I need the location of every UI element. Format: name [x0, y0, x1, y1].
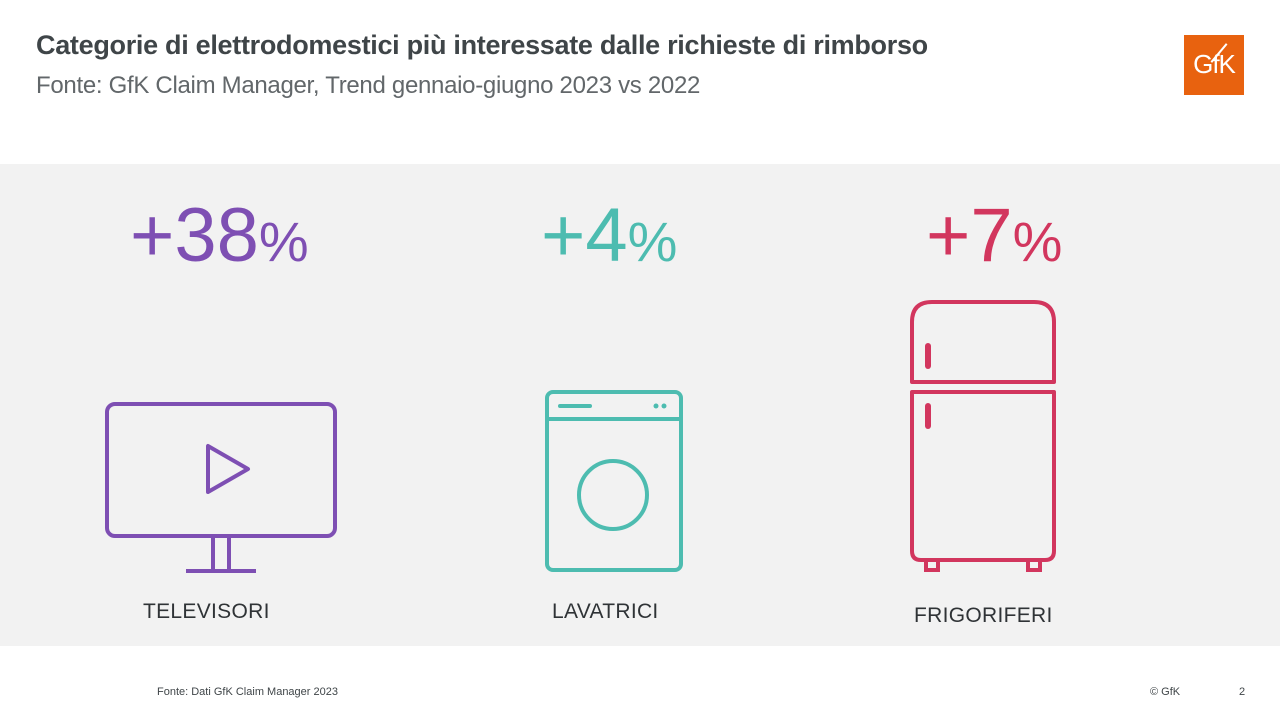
stat-value: +38	[130, 193, 259, 278]
page-title: Categorie di elettrodomestici più intere…	[36, 30, 928, 60]
category-label-frigoriferi: FRIGORIFERI	[914, 604, 1053, 627]
stat-frigoriferi: +7%	[926, 196, 1062, 282]
footer-copyright: © GfK	[1150, 686, 1181, 698]
stat-value: +4	[541, 193, 628, 278]
footer-source: Fonte: Dati GfK Claim Manager 2023	[157, 686, 338, 698]
stat-value: +7	[926, 193, 1013, 278]
category-label-lavatrici: LAVATRICI	[552, 600, 659, 623]
stat-unit: %	[627, 210, 678, 273]
page-subtitle: Fonte: GfK Claim Manager, Trend gennaio-…	[36, 72, 701, 99]
stat-unit: %	[1012, 210, 1063, 273]
tv-play-icon	[105, 402, 337, 573]
page-number: 2	[1239, 686, 1246, 698]
refrigerator-icon	[910, 300, 1056, 572]
category-label-televisori: TELEVISORI	[143, 600, 270, 623]
gfk-logo: GfK	[1184, 35, 1244, 95]
stat-unit: %	[258, 210, 309, 273]
washing-machine-icon	[545, 390, 683, 572]
stat-televisori: +38%	[130, 196, 309, 282]
stat-lavatrici: +4%	[541, 196, 677, 282]
logo-text: GfK	[1193, 49, 1236, 79]
